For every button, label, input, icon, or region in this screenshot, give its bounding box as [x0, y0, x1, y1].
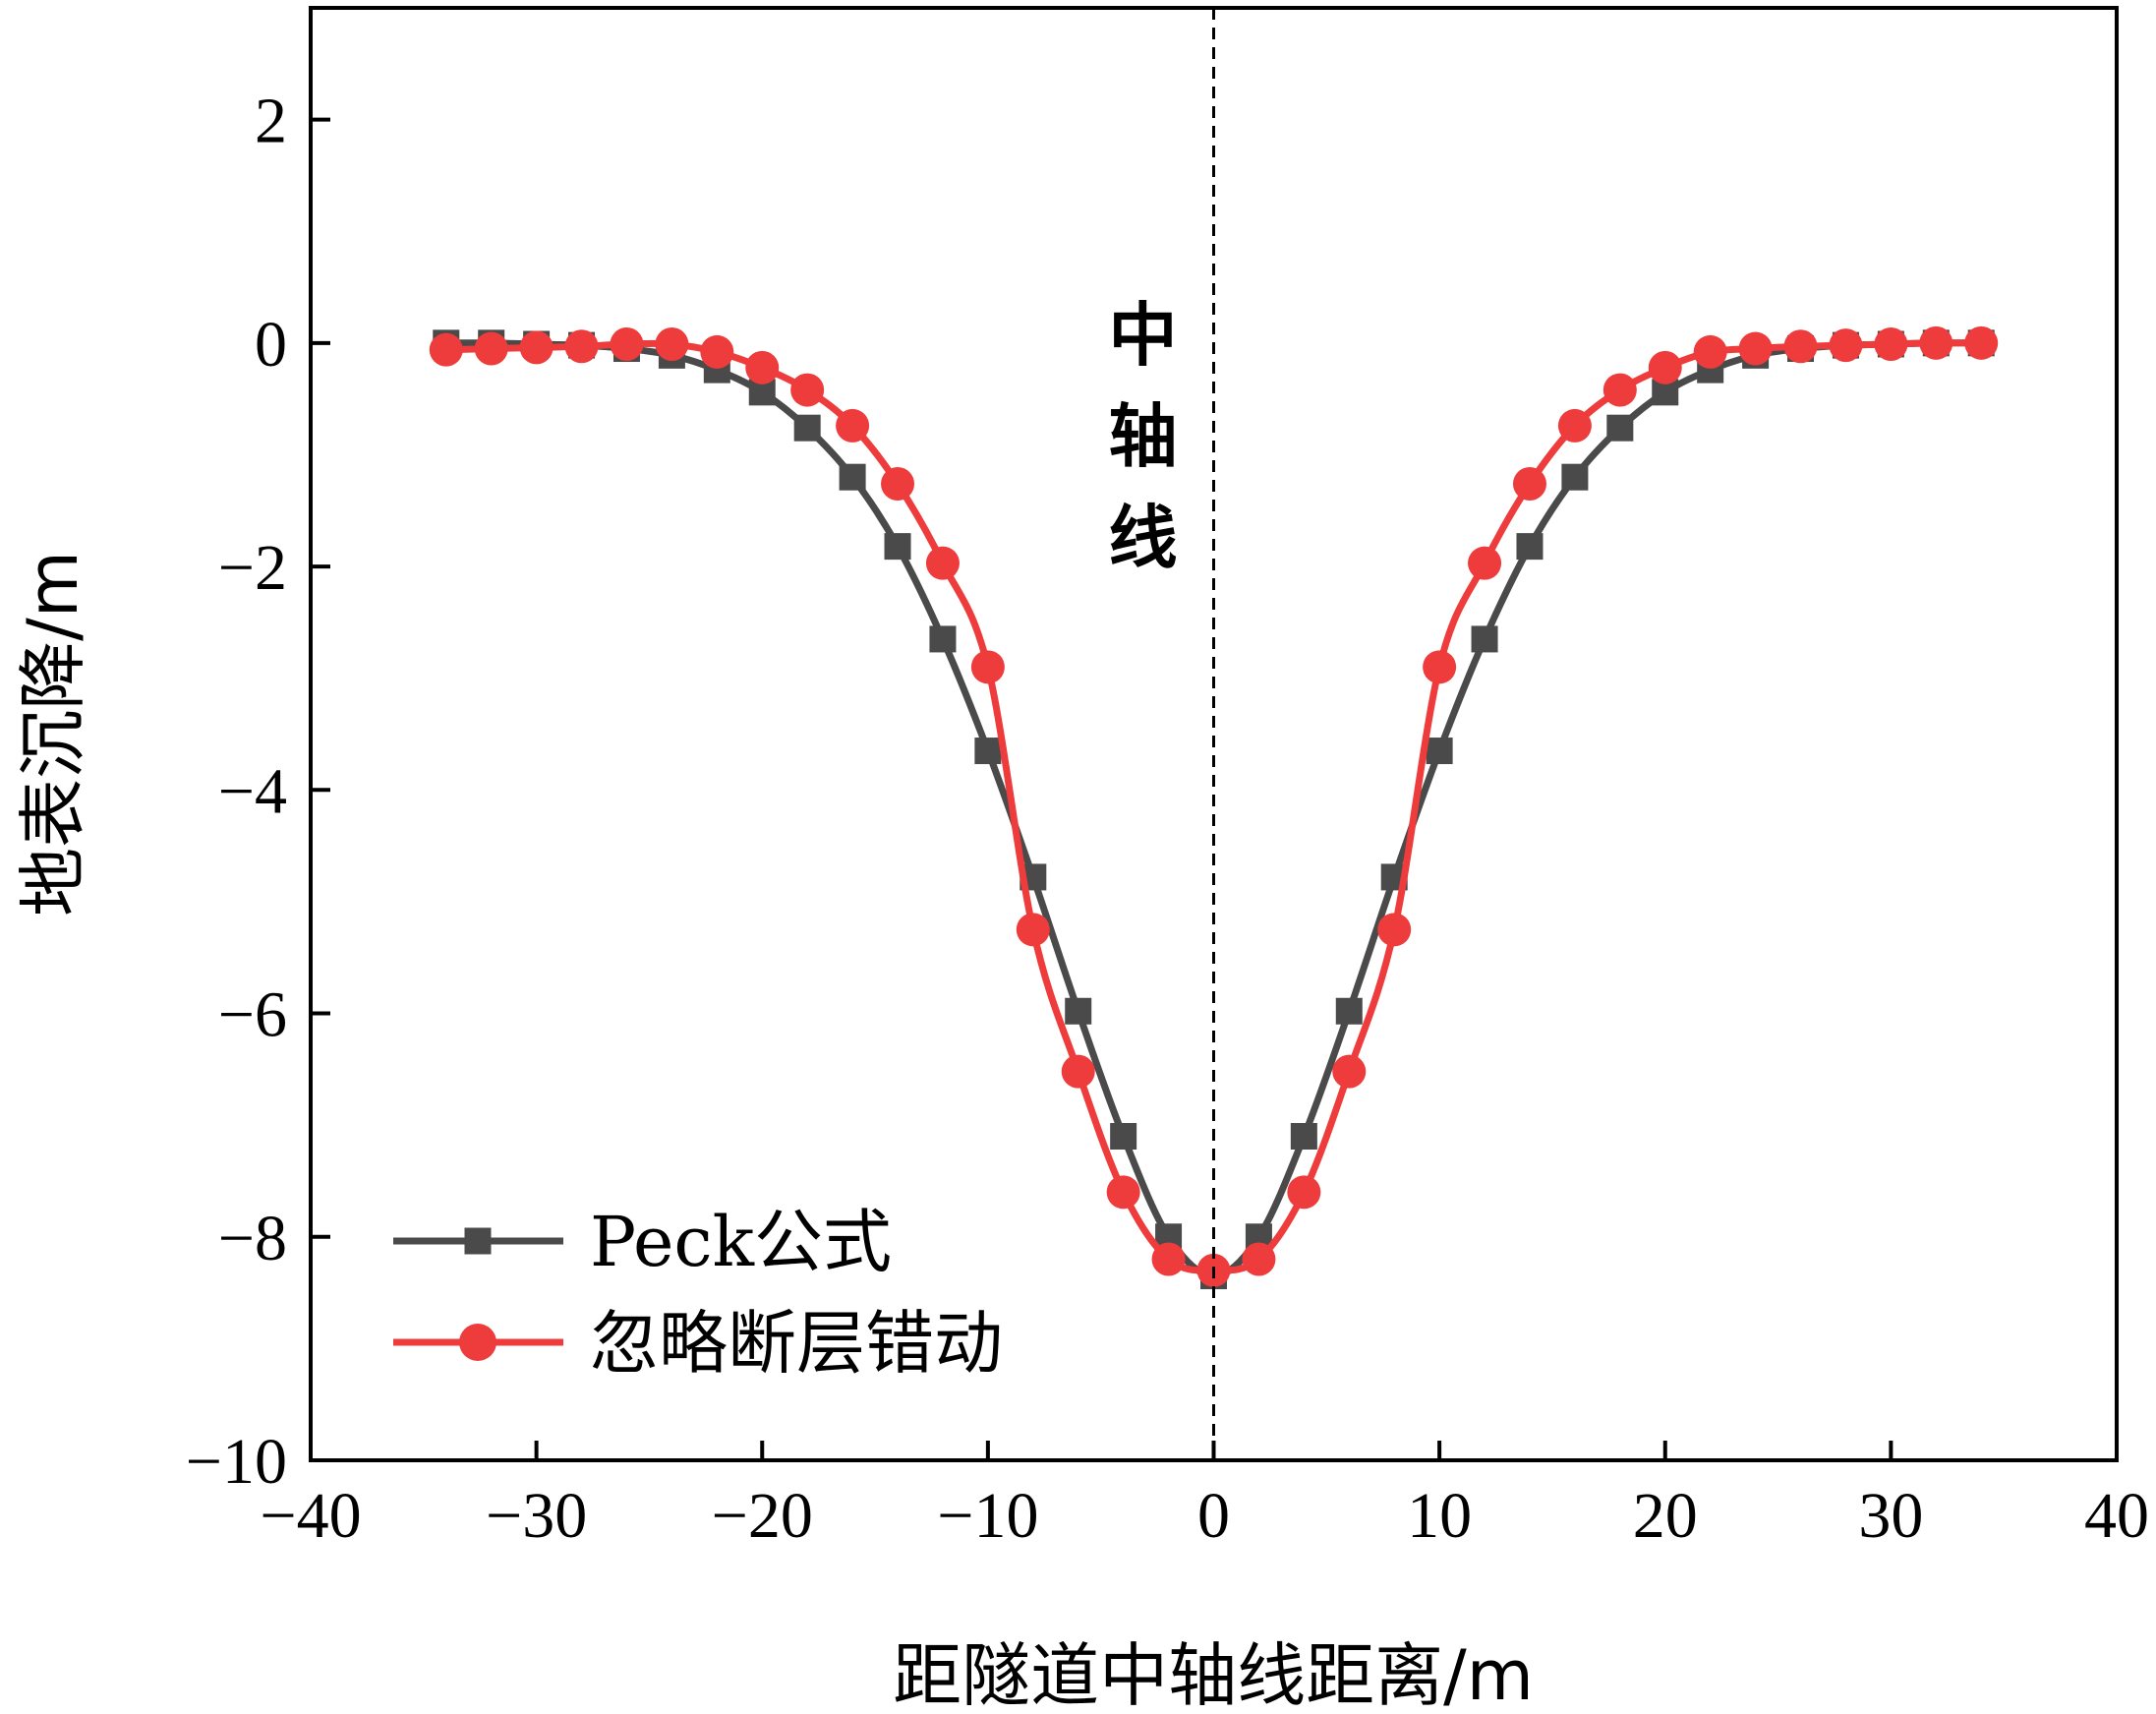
series-point: [1107, 1175, 1140, 1209]
series-point: [836, 409, 869, 443]
x-tick-label: −20: [712, 1480, 813, 1552]
series-point: [1739, 332, 1773, 366]
series-point: [655, 327, 688, 361]
y-tick-label: −2: [218, 532, 287, 604]
axis-annotation-char: 轴: [1109, 396, 1178, 477]
series-point: [1377, 913, 1411, 946]
x-tick-label: 10: [1407, 1480, 1472, 1552]
series-point: [430, 333, 463, 367]
series-point: [840, 464, 866, 491]
series-point: [1152, 1242, 1186, 1275]
series-point: [1017, 913, 1050, 946]
series-point: [1784, 329, 1818, 363]
series-point: [974, 738, 1001, 764]
series-point: [1964, 326, 1998, 360]
series-point: [745, 351, 779, 384]
series-point: [475, 332, 508, 366]
legend-label: Peck公式: [590, 1202, 892, 1282]
x-tick-label: 30: [1858, 1480, 1923, 1552]
series-point: [565, 329, 599, 363]
series-point: [790, 374, 824, 407]
axis-annotation-char: 中: [1109, 295, 1178, 376]
series-point: [1516, 533, 1543, 560]
y-axis-title: 地表沉降/m: [13, 551, 93, 916]
series-point: [971, 650, 1005, 683]
x-tick-label: −10: [937, 1480, 1038, 1552]
series-point: [1291, 1123, 1317, 1150]
y-tick-label: 0: [255, 309, 287, 381]
series-point: [1472, 625, 1498, 652]
series-point: [1336, 998, 1363, 1025]
series-point: [885, 533, 911, 560]
series-point: [1242, 1242, 1275, 1275]
series-point: [1561, 464, 1588, 491]
series-point: [1427, 738, 1453, 764]
y-tick-label: 2: [255, 86, 287, 157]
series-point: [1423, 650, 1456, 683]
series-point: [929, 625, 956, 652]
series-point: [1694, 335, 1727, 369]
series-point: [1558, 409, 1592, 443]
series-point: [1603, 374, 1637, 407]
legend-item-2: 忽略断层错动: [393, 1303, 1003, 1384]
series-point: [520, 330, 554, 364]
legend-marker: [465, 1228, 492, 1255]
series-point: [794, 415, 821, 442]
series-1: [433, 329, 1994, 1289]
series-point: [926, 547, 960, 580]
series-point: [1606, 415, 1633, 442]
series-point: [1287, 1175, 1320, 1209]
y-tick-label: −6: [218, 979, 287, 1051]
series-point: [700, 335, 733, 369]
series-point: [1065, 998, 1091, 1025]
series-point: [1649, 351, 1682, 384]
legend-marker: [459, 1324, 496, 1361]
x-tick-label: 20: [1633, 1480, 1698, 1552]
series-point: [1332, 1055, 1366, 1089]
legend-label: 忽略断层错动: [590, 1303, 1003, 1384]
series-point: [1110, 1123, 1136, 1150]
legend-item-1: Peck公式: [393, 1202, 892, 1282]
x-axis-title: 距隧道中轴线距离/m: [893, 1635, 1534, 1714]
series-point: [1829, 328, 1862, 362]
series-point: [1062, 1055, 1095, 1089]
y-tick-label: −10: [186, 1426, 287, 1498]
x-tick-label: 40: [2084, 1480, 2149, 1552]
axis-annotation-char: 线: [1109, 498, 1178, 578]
x-tick-label: −30: [486, 1480, 587, 1552]
series-point: [1874, 327, 1907, 361]
x-tick-label: 0: [1197, 1480, 1230, 1552]
y-tick-label: −4: [218, 755, 287, 827]
series-point: [1513, 467, 1546, 501]
series-point: [1468, 547, 1501, 580]
series-point: [881, 467, 914, 501]
series-point: [1919, 326, 1952, 360]
y-tick-label: −8: [218, 1203, 287, 1274]
series-point: [610, 327, 643, 361]
